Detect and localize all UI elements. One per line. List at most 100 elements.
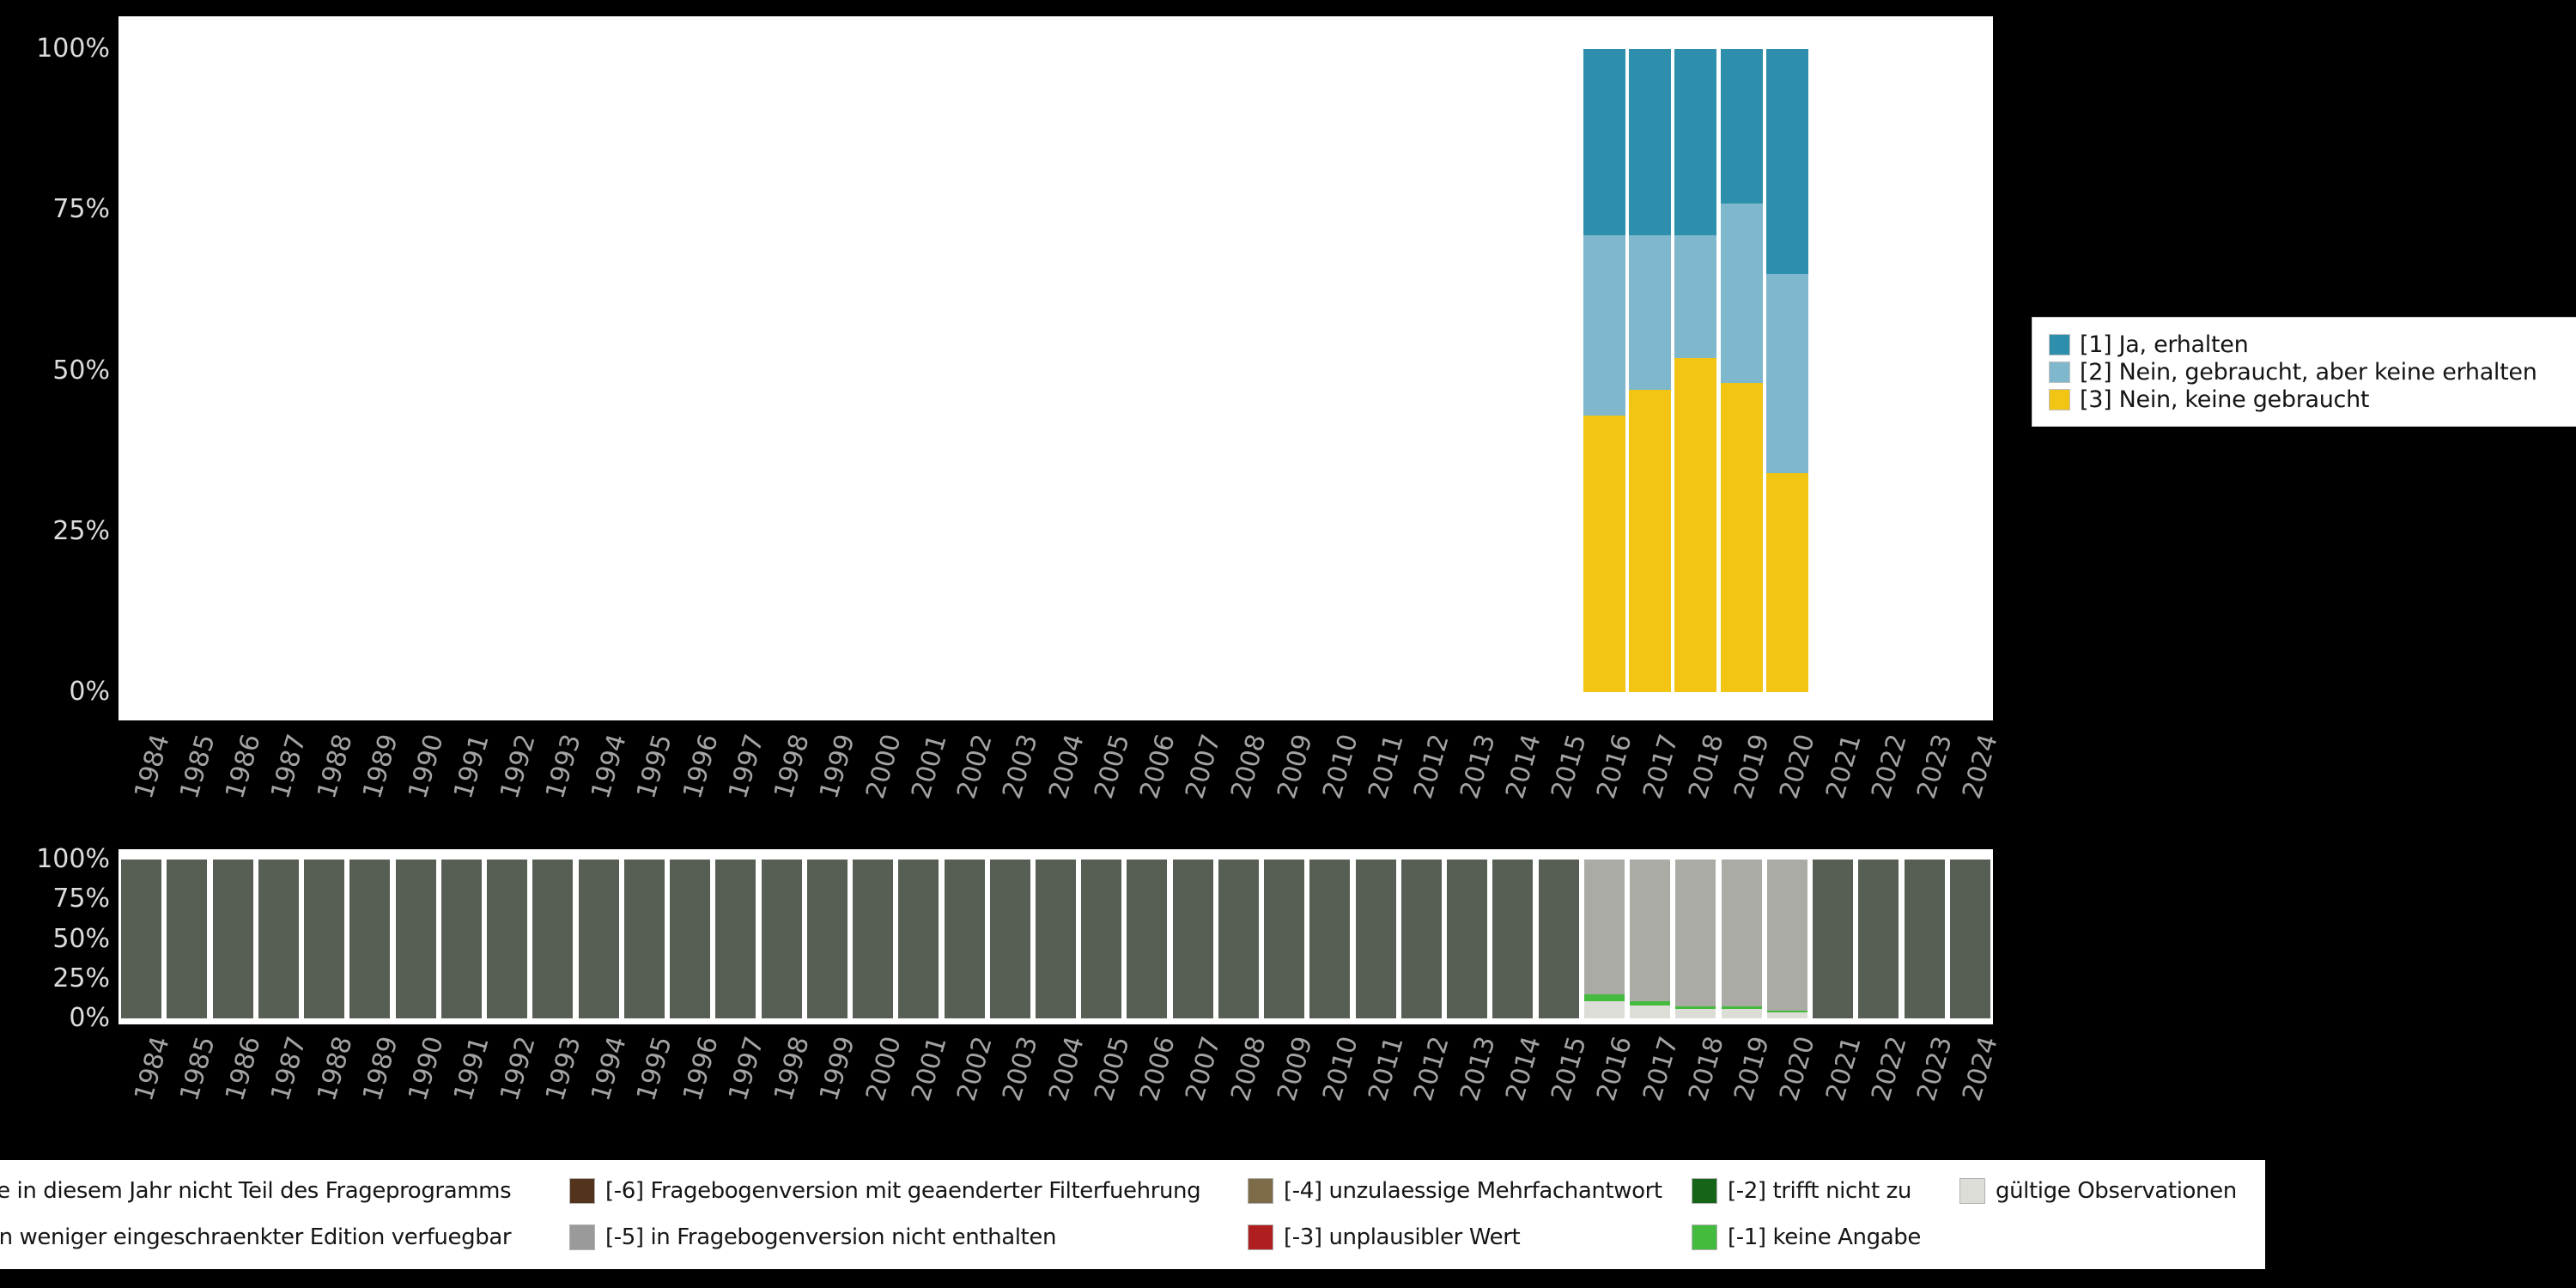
missings-bar-segment bbox=[1675, 1006, 1716, 1009]
missings-bar-segment bbox=[1858, 860, 1899, 1018]
missings-x-tick-label: 1984 bbox=[128, 1033, 176, 1105]
missings-bar-segment bbox=[1766, 1012, 1807, 1018]
missings-y-tick-label: 50% bbox=[52, 923, 110, 954]
missings-x-tick-label: 1996 bbox=[677, 1033, 725, 1105]
legend-label: [-4] unzulaessige Mehrfachantwort bbox=[1284, 1178, 1662, 1204]
missings-x-tick-label: 1988 bbox=[311, 1033, 359, 1105]
main-x-tick-label: 2013 bbox=[1454, 731, 1502, 803]
missings-bar-segment bbox=[121, 860, 162, 1018]
missing-legend-item: [-8] Frage in diesem Jahr nicht Teil des… bbox=[0, 1176, 512, 1206]
missings-x-tick-label: 1995 bbox=[631, 1033, 679, 1105]
main-x-tick-label: 1986 bbox=[220, 731, 267, 803]
missings-x-tick-label: 2011 bbox=[1363, 1033, 1410, 1105]
missing-values-legend: [-8] Frage in diesem Jahr nicht Teil des… bbox=[0, 1160, 2265, 1269]
legend-label: [2] Nein, gebraucht, aber keine erhalten bbox=[2080, 358, 2537, 386]
legend-label: [-2] trifft nicht zu bbox=[1728, 1178, 1911, 1204]
main-y-tick-label: 75% bbox=[52, 194, 110, 225]
missings-bar-segment bbox=[1264, 860, 1305, 1018]
missings-bar-segment bbox=[1949, 860, 1990, 1018]
main-bar-segment bbox=[1720, 203, 1763, 384]
missings-x-tick-label: 2024 bbox=[1957, 1033, 2005, 1105]
missings-bar-segment bbox=[1127, 860, 1168, 1018]
missings-x-tick-label: 1990 bbox=[403, 1033, 450, 1105]
missings-bar-segment bbox=[1721, 860, 1762, 1007]
missings-x-tick-label: 2015 bbox=[1546, 1033, 1593, 1105]
main-x-tick-label: 1989 bbox=[356, 731, 404, 803]
missing-legend-item: [-7] nur in weniger eingeschraenkter Edi… bbox=[0, 1223, 512, 1252]
missings-bar-segment bbox=[623, 860, 665, 1018]
missings-x-tick-label: 2004 bbox=[1042, 1033, 1091, 1105]
missings-x-tick-label: 2008 bbox=[1225, 1033, 1273, 1105]
main-x-tick-label: 2022 bbox=[1865, 731, 1913, 803]
legend-label: [-8] Frage in diesem Jahr nicht Teil des… bbox=[0, 1178, 512, 1204]
main-legend-item: [1] Ja, erhalten bbox=[2049, 331, 2576, 358]
missings-bar-segment bbox=[1721, 1008, 1762, 1018]
legend-color-swatch bbox=[2049, 388, 2070, 410]
legend-color-swatch bbox=[1248, 1178, 1273, 1204]
main-x-tick-label: 1995 bbox=[631, 731, 679, 803]
main-x-tick-label: 1984 bbox=[128, 731, 176, 803]
missings-bar-segment bbox=[1492, 860, 1534, 1018]
main-bar-segment bbox=[1720, 383, 1763, 692]
missings-bar-segment bbox=[1630, 1000, 1671, 1006]
main-x-tick-label: 2016 bbox=[1591, 731, 1639, 803]
missings-bar-segment bbox=[1538, 860, 1579, 1018]
missings-bar-segment bbox=[944, 860, 985, 1018]
main-y-tick-label: 25% bbox=[52, 515, 110, 546]
legend-label: [-5] in Fragebogenversion nicht enthalte… bbox=[605, 1224, 1057, 1250]
missings-x-tick-label: 1987 bbox=[265, 1033, 313, 1105]
legend-color-swatch bbox=[569, 1178, 595, 1204]
missings-x-tick-label: 2012 bbox=[1408, 1033, 1456, 1105]
main-x-tick-label: 1988 bbox=[311, 731, 359, 803]
missings-bar-segment bbox=[1447, 860, 1488, 1018]
main-bar-segment bbox=[1765, 473, 1808, 692]
missings-bar-segment bbox=[1172, 860, 1213, 1018]
legend-color-swatch bbox=[2049, 361, 2070, 383]
missings-x-axis: 1984 1985 1986 1987 1988 1989 1990 1991 1992 1993… bbox=[0, 1033, 2576, 1135]
legend-color-swatch bbox=[1692, 1178, 1717, 1204]
main-bar-segment bbox=[1583, 235, 1625, 416]
main-x-tick-label: 2000 bbox=[860, 731, 908, 803]
missings-x-tick-label: 2020 bbox=[1774, 1033, 1822, 1105]
main-x-tick-label: 2011 bbox=[1363, 731, 1410, 803]
legend-color-swatch bbox=[1959, 1178, 1985, 1204]
missings-bar-segment bbox=[1583, 860, 1625, 995]
main-x-tick-label: 2019 bbox=[1728, 731, 1776, 803]
missings-bar-segment bbox=[212, 860, 253, 1018]
legend-color-swatch bbox=[569, 1224, 595, 1250]
missings-x-tick-label: 2021 bbox=[1820, 1033, 1868, 1105]
missings-x-tick-label: 2022 bbox=[1865, 1033, 1913, 1105]
missing-legend-item: [-2] trifft nicht zu bbox=[1692, 1176, 1911, 1206]
main-x-tick-label: 2007 bbox=[1180, 731, 1227, 803]
main-x-tick-label: 2009 bbox=[1271, 731, 1319, 803]
main-bar-segment bbox=[1629, 389, 1672, 692]
main-bar-segment bbox=[1674, 357, 1717, 692]
main-x-tick-label: 1994 bbox=[586, 731, 633, 803]
main-x-tick-label: 2010 bbox=[1317, 731, 1364, 803]
main-legend: [1] Ja, erhalten [2] Nein, gebraucht, abe… bbox=[2032, 317, 2576, 427]
missings-bar-segment bbox=[1766, 860, 1807, 1011]
legend-label: [-7] nur in weniger eingeschraenkter Edi… bbox=[0, 1224, 512, 1250]
missings-x-tick-label: 2003 bbox=[997, 1033, 1045, 1105]
missings-x-tick-label: 1985 bbox=[173, 1033, 222, 1105]
main-x-tick-label: 1985 bbox=[173, 731, 222, 803]
missing-legend-item: [-5] in Fragebogenversion nicht enthalte… bbox=[569, 1223, 1057, 1252]
missings-bar-segment bbox=[1630, 1005, 1671, 1018]
missings-x-tick-label: 2013 bbox=[1454, 1033, 1502, 1105]
missings-bar-segment bbox=[304, 860, 345, 1018]
missings-y-axis: 0% 25% 50% 75% 100% bbox=[0, 0, 110, 1288]
main-x-tick-label: 2003 bbox=[997, 731, 1045, 803]
main-x-tick-label: 1987 bbox=[265, 731, 313, 803]
missings-x-tick-label: 2006 bbox=[1134, 1033, 1182, 1105]
main-y-axis: 0% 25% 50% 75% 100% bbox=[0, 0, 110, 1288]
main-x-axis: 1984 1985 1986 1987 1988 1989 1990 1991 1992 1993… bbox=[0, 731, 2576, 833]
missings-bar-segment bbox=[167, 860, 208, 1018]
missings-x-tick-label: 1991 bbox=[448, 1033, 496, 1105]
missings-bar-segment bbox=[1583, 1000, 1625, 1018]
missings-bar-segment bbox=[440, 860, 482, 1018]
main-plot bbox=[118, 16, 1993, 720]
main-bar-segment bbox=[1765, 274, 1808, 474]
main-x-tick-label: 2012 bbox=[1408, 731, 1456, 803]
missings-bar-segment bbox=[806, 860, 848, 1018]
